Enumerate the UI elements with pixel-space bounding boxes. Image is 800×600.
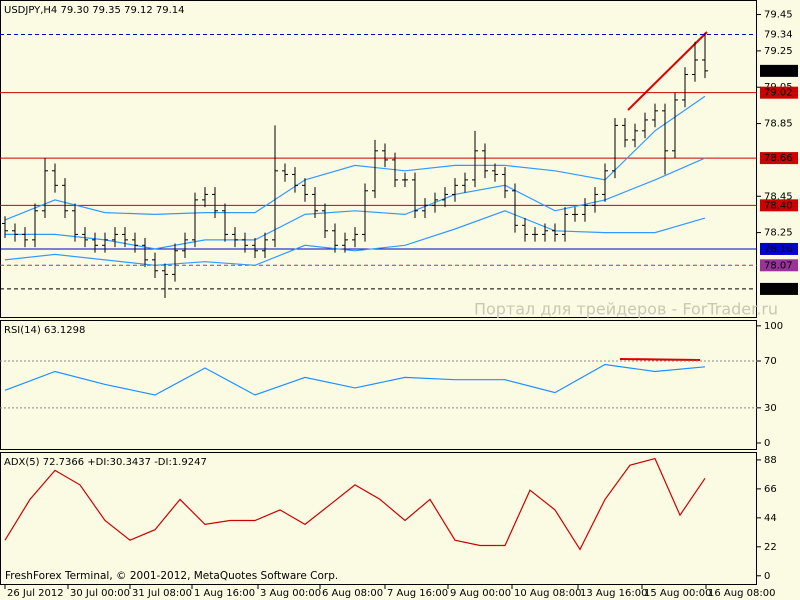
y-tick-label: 70 [764, 356, 777, 367]
y-tick-label: 22 [764, 542, 777, 553]
rsi-pane [0, 320, 757, 450]
x-tick-label: 15 Aug 00:00 [644, 588, 711, 599]
adx-pane [0, 452, 757, 585]
level-label: 79.02 [764, 88, 793, 99]
x-tick-label: 26 Jul 2012 [7, 588, 64, 599]
level-label: 79.34 [764, 30, 793, 41]
x-tick-label: 7 Aug 16:00 [387, 588, 448, 599]
level-label-bg [760, 152, 798, 165]
pane-title: USDJPY,H4 79.30 79.35 79.12 79.14 [4, 5, 185, 16]
y-tick-label: 79.45 [764, 10, 793, 21]
x-tick-label: 13 Aug 16:00 [580, 588, 647, 599]
y-tick-label: 0 [764, 438, 770, 449]
level-label: 78.07 [764, 260, 793, 271]
y-tick-label: 88 [764, 455, 777, 466]
series-line [5, 157, 706, 250]
level-label-bg [760, 86, 798, 99]
level-label-bg [760, 282, 798, 295]
level-label: 79.14 [764, 66, 793, 77]
footer: FreshForex Terminal, © 2001-2012, MetaQu… [5, 570, 338, 582]
series-line [4, 95, 706, 221]
x-tick-label: 3 Aug 00:00 [260, 588, 321, 599]
level-label: 78.16 [764, 244, 793, 255]
series-line [4, 457, 706, 551]
y-tick-label: 44 [764, 513, 777, 524]
level-label: 77.94 [764, 284, 793, 295]
series-line [4, 210, 706, 266]
level-label: 78.40 [764, 200, 793, 211]
y-tick-label: 79.25 [764, 46, 793, 57]
series-line [4, 363, 706, 396]
y-tick-label: 0 [764, 571, 770, 582]
rsi-trend-line [619, 358, 701, 361]
x-tick-label: 6 Aug 08:00 [322, 588, 383, 599]
x-tick-label: 31 Jul 08:00 [132, 588, 192, 599]
y-tick-label: 66 [764, 484, 777, 495]
level-label: 78.66 [764, 153, 793, 164]
x-tick-label: 1 Aug 16:00 [194, 588, 255, 599]
x-tick-label: 30 Jul 00:00 [70, 588, 130, 599]
y-tick-label: 30 [764, 403, 777, 414]
trend-line [627, 31, 708, 111]
level-label-bg [760, 199, 798, 212]
y-tick-label: 78.25 [764, 228, 793, 239]
level-label-bg [760, 28, 798, 41]
x-tick-label: 10 Aug 08:00 [514, 588, 581, 599]
level-label-bg [760, 259, 798, 272]
x-tick-label: 9 Aug 00:00 [450, 588, 511, 599]
y-tick-label: 78.45 [764, 191, 793, 202]
level-label-bg [760, 242, 798, 255]
watermark: Портал для трейдеров - ForTrader.ru [474, 300, 778, 319]
price-pane [0, 0, 757, 318]
x-tick-label: 16 Aug 08:00 [708, 588, 775, 599]
pane-title: RSI(14) 63.1298 [4, 325, 85, 336]
y-tick-label: 100 [764, 321, 783, 332]
level-label-bg [760, 64, 798, 77]
pane-title: ADX(5) 72.7366 +DI:30.3437 -DI:1.9247 [4, 457, 207, 468]
y-tick-label: 78.85 [764, 119, 793, 130]
